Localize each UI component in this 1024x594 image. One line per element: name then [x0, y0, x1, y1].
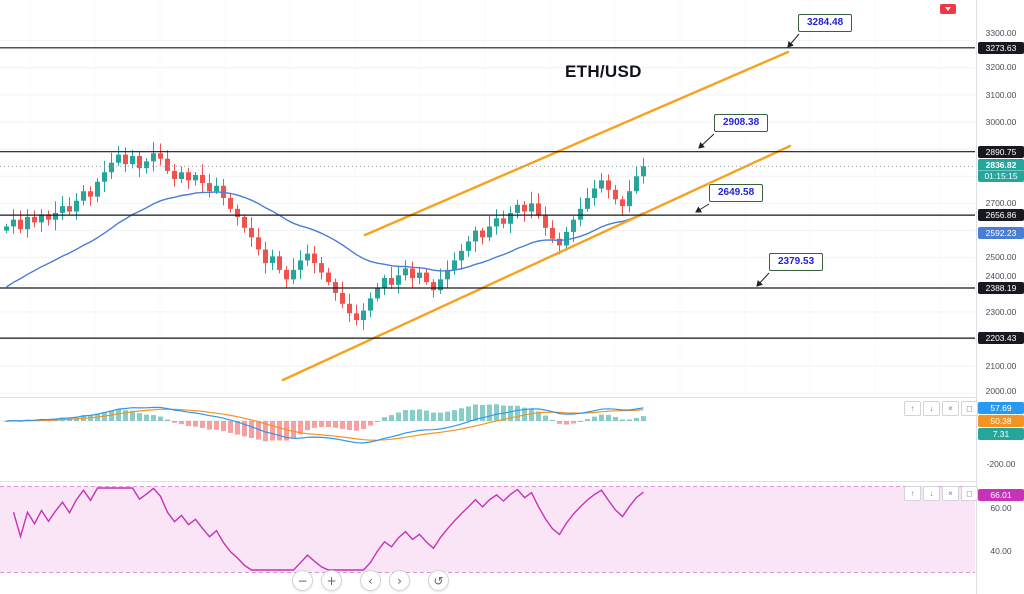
- rsi-pane-controls: ↑ ↓ × ◻: [904, 486, 978, 501]
- bar-countdown: 01:15:15: [978, 170, 1024, 181]
- price-axis[interactable]: 34 USD 3300.00 3200.00 3100.00 3000.00 2…: [976, 0, 1024, 594]
- hist-value-badge: 7.31: [978, 428, 1024, 440]
- ma-value-badge: 2592.23: [978, 227, 1024, 239]
- pane-divider[interactable]: [0, 481, 1024, 482]
- axis-tick: 3000.00: [985, 117, 1017, 127]
- axis-tick: 2700.00: [985, 198, 1017, 208]
- pane-close-button[interactable]: ×: [942, 401, 959, 416]
- zoom-in-button[interactable]: +: [321, 570, 342, 591]
- pane-maximize-button[interactable]: ◻: [961, 401, 978, 416]
- price-level-badge: 3273.63: [978, 42, 1024, 54]
- pane-move-down-button[interactable]: ↓: [923, 486, 940, 501]
- axis-tick: 2500.00: [985, 252, 1017, 262]
- alert-icon[interactable]: [940, 4, 956, 14]
- zoom-out-button[interactable]: −: [292, 570, 313, 591]
- last-price-badge: 2836.82 01:15:15: [978, 159, 1024, 182]
- macd-value-badge: 57.69: [978, 402, 1024, 414]
- axis-tick: 40.00: [990, 546, 1012, 556]
- pane-maximize-button[interactable]: ◻: [961, 486, 978, 501]
- price-callout[interactable]: 2379.53: [769, 253, 824, 271]
- price-level-badge: 2890.75: [978, 146, 1024, 158]
- axis-tick: 2400.00: [985, 271, 1017, 281]
- last-price-value: 2836.82: [985, 160, 1017, 170]
- indicator-pane-controls: ↑ ↓ × ◻: [904, 401, 978, 416]
- price-level-badge: 2388.19: [978, 282, 1024, 294]
- pane-close-button[interactable]: ×: [942, 486, 959, 501]
- signal-value-badge: 50.38: [978, 415, 1024, 427]
- axis-tick: 60.00: [990, 503, 1012, 513]
- axis-tick: 3300.00: [985, 28, 1017, 38]
- rsi-value-badge: 66.01: [978, 489, 1024, 501]
- pane-move-up-button[interactable]: ↑: [904, 401, 921, 416]
- axis-tick: 2100.00: [985, 361, 1017, 371]
- pane-move-up-button[interactable]: ↑: [904, 486, 921, 501]
- price-callout[interactable]: 2908.38: [714, 114, 769, 132]
- price-level-badge: 2203.43: [978, 332, 1024, 344]
- chart-zoom-toolbar: − + ‹ › ↺: [292, 570, 449, 591]
- axis-tick: 2000.00: [985, 386, 1017, 396]
- reset-chart-button[interactable]: ↺: [428, 570, 449, 591]
- axis-tick: 3200.00: [985, 62, 1017, 72]
- axis-tick: 3100.00: [985, 90, 1017, 100]
- scroll-right-button[interactable]: ›: [389, 570, 410, 591]
- price-callout[interactable]: 2649.58: [709, 184, 764, 202]
- scroll-left-button[interactable]: ‹: [360, 570, 381, 591]
- axis-tick: 2300.00: [985, 307, 1017, 317]
- chart-title: ETH/USD: [565, 62, 642, 81]
- price-level-badge: 2656.86: [978, 209, 1024, 221]
- pane-divider[interactable]: [0, 397, 1024, 398]
- pane-move-down-button[interactable]: ↓: [923, 401, 940, 416]
- price-chart-canvas[interactable]: [0, 0, 976, 594]
- price-callout[interactable]: 3284.48: [798, 14, 853, 32]
- axis-tick: -200.00: [986, 459, 1016, 469]
- caret-down-icon: [945, 7, 951, 11]
